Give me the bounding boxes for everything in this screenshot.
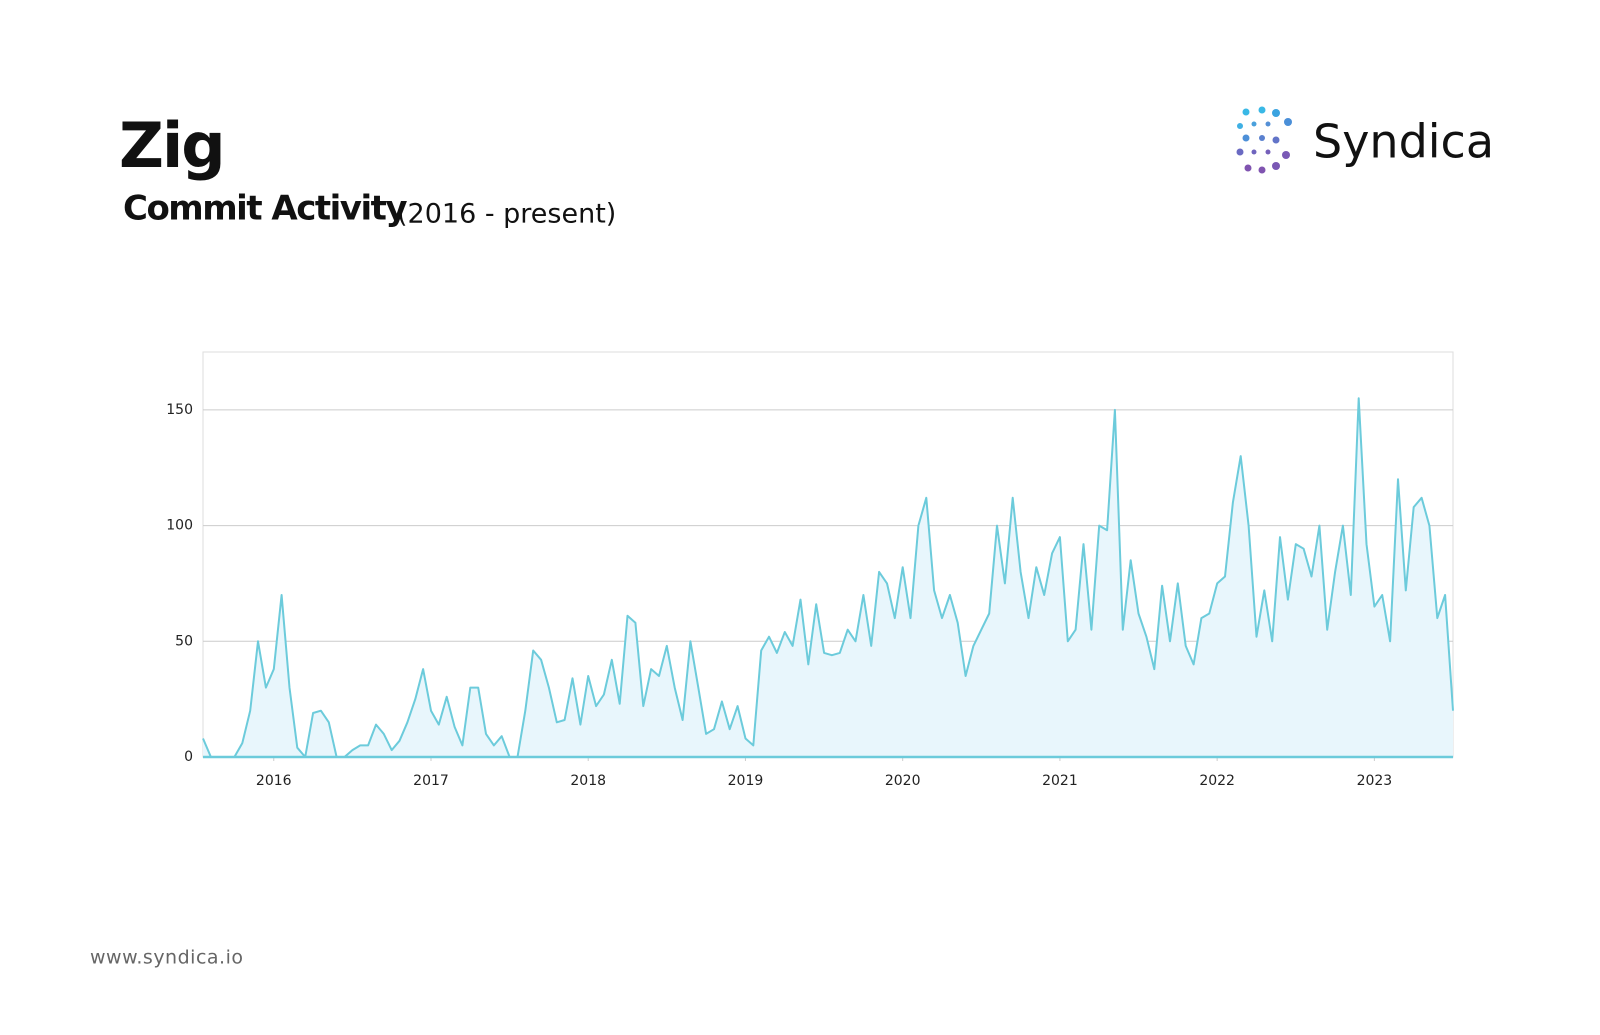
x-tick-label: 2020	[885, 773, 921, 789]
period: (2016 - present)	[397, 199, 616, 230]
footer-url: www.syndica.io	[90, 947, 243, 969]
line	[202, 397, 1454, 758]
x-tick-label: 2017	[413, 773, 449, 789]
x-tick-label: 2019	[728, 773, 764, 789]
x-tick-label: 2018	[570, 773, 606, 789]
x-tick-label: 2023	[1357, 773, 1393, 789]
x-tick-label: 2021	[1042, 773, 1078, 789]
area-fill	[203, 398, 1453, 757]
x-tick-label: 2022	[1199, 773, 1235, 789]
y-tick-label: 150	[166, 402, 193, 418]
y-tick-label: 50	[175, 633, 193, 649]
y-tick-label: 0	[184, 749, 193, 765]
y-tick-label: 100	[166, 518, 193, 534]
logo	[1236, 106, 1292, 174]
title: Zig	[119, 109, 224, 182]
subtitle: Commit Activity	[123, 189, 407, 229]
x-tick-label: 2016	[256, 773, 292, 789]
brand: Syndica	[1313, 115, 1494, 169]
